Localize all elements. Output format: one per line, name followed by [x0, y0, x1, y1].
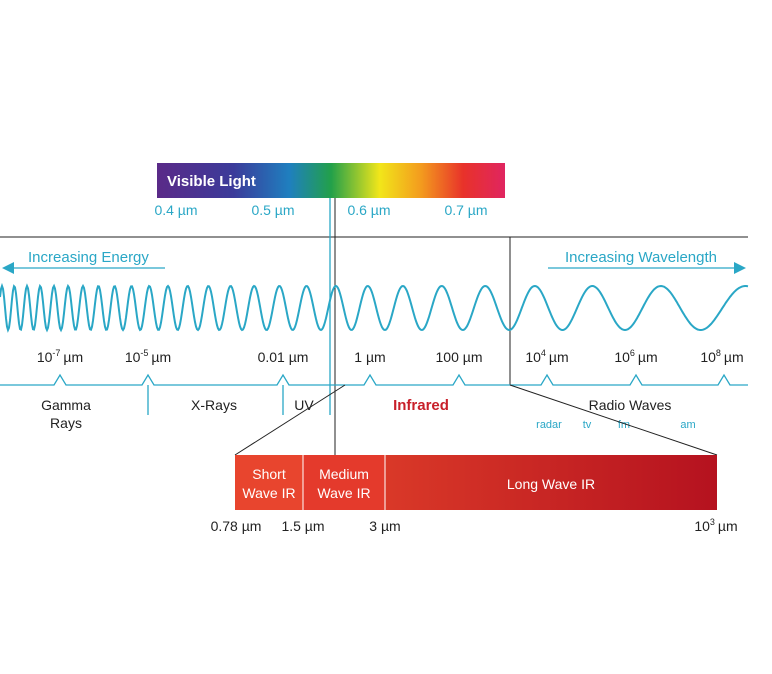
- energy-label: Increasing Energy: [28, 249, 149, 266]
- zoom-line: [509, 384, 718, 456]
- zoom-line: [234, 384, 346, 456]
- ir-tick: 3 µm: [369, 518, 400, 534]
- radio-sub: am: [680, 419, 695, 431]
- ir-label: Wave IR: [317, 485, 370, 501]
- scale-label: 108 µm: [700, 348, 743, 365]
- scale-axis: [0, 373, 748, 386]
- visible-title: Visible Light: [167, 173, 256, 190]
- band-label: Gamma: [41, 397, 91, 413]
- band-label: Rays: [50, 415, 82, 431]
- scale-label: 106 µm: [614, 348, 657, 365]
- ir-tick: 0.78 µm: [211, 518, 262, 534]
- ir-tick: 1.5 µm: [281, 518, 324, 534]
- band-label: Radio Waves: [589, 397, 672, 413]
- scale-labels: 10-7 µm 10-5 µm 0.01 µm 1 µm 100 µm 104 µm …: [37, 348, 744, 365]
- arrows: Increasing Energy Increasing Wavelength: [2, 249, 746, 274]
- band-labels: Gamma Rays X-Rays UV Infrared Radio Wave…: [41, 397, 696, 431]
- band-label: Infrared: [393, 397, 449, 414]
- arrow-head: [2, 262, 14, 274]
- scale-label: 100 µm: [436, 349, 483, 365]
- ir-label: Short: [252, 466, 286, 482]
- visible-gradient: [157, 163, 505, 198]
- ir-label: Long Wave IR: [507, 476, 595, 492]
- ir-label: Wave IR: [242, 485, 295, 501]
- visible-bar: Visible Light 0.4 µm 0.5 µm 0.6 µm 0.7 µ…: [154, 163, 505, 218]
- short-wave: [235, 455, 303, 510]
- scale-label: 0.01 µm: [258, 349, 309, 365]
- radio-sub: tv: [583, 419, 592, 431]
- arrow-head: [734, 262, 746, 274]
- visible-tick: 0.5 µm: [251, 202, 294, 218]
- visible-tick: 0.4 µm: [154, 202, 197, 218]
- scale-label: 1 µm: [354, 349, 385, 365]
- radio-sub: radar: [536, 419, 562, 431]
- scale-label: 10-5 µm: [125, 348, 171, 365]
- visible-tick: 0.7 µm: [444, 202, 487, 218]
- ir-label: Medium: [319, 466, 369, 482]
- medium-wave: [303, 455, 385, 510]
- scale-label: 104 µm: [525, 348, 568, 365]
- wavelength-label: Increasing Wavelength: [565, 249, 717, 266]
- visible-tick: 0.6 µm: [347, 202, 390, 218]
- ir-bar: Short Wave IR Medium Wave IR Long Wave I…: [211, 455, 738, 534]
- band-label: UV: [294, 397, 314, 413]
- wave: [0, 282, 749, 333]
- ir-tick: 103 µm: [694, 517, 737, 534]
- scale-label: 10-7 µm: [37, 348, 83, 365]
- band-label: X-Rays: [191, 397, 237, 413]
